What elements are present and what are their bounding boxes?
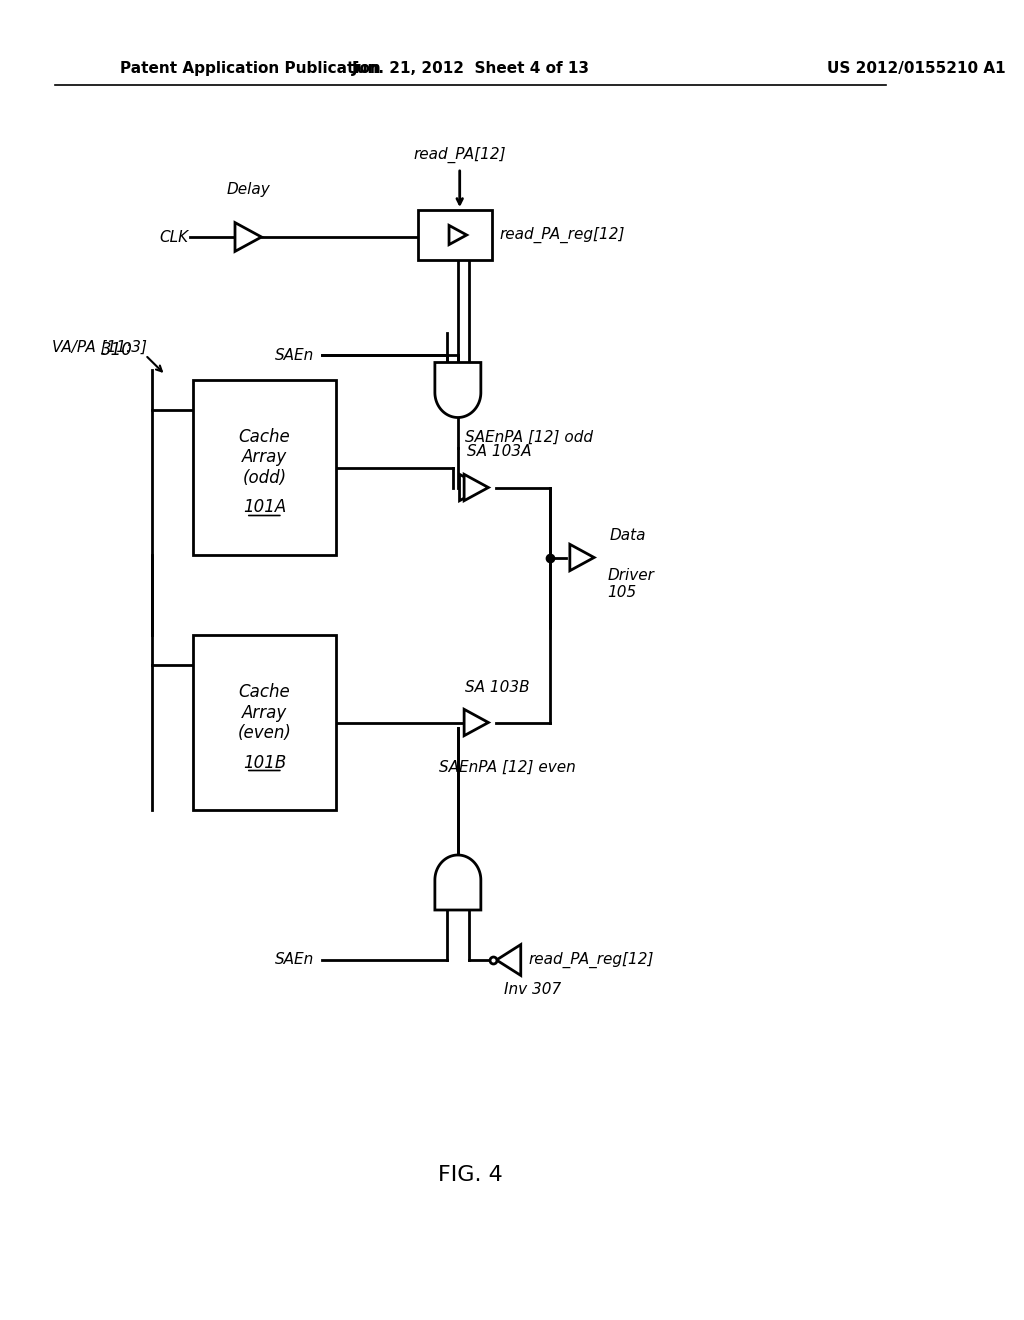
Text: SA 103A: SA 103A	[467, 445, 531, 459]
Text: Driver
105: Driver 105	[607, 568, 654, 599]
Bar	[194, 635, 336, 810]
Text: SAEnPA [12] odd: SAEnPA [12] odd	[465, 430, 593, 445]
Text: SAEnPA [12] even: SAEnPA [12] even	[439, 760, 577, 775]
Polygon shape	[435, 855, 481, 909]
Text: VA/PA [11:3]: VA/PA [11:3]	[52, 341, 147, 355]
Polygon shape	[464, 709, 488, 735]
Text: SA 103B: SA 103B	[465, 680, 529, 694]
Text: Inv 307: Inv 307	[504, 982, 561, 997]
Text: SAEn: SAEn	[275, 347, 314, 363]
Text: 101A: 101A	[243, 499, 286, 516]
Text: 101B: 101B	[243, 754, 286, 771]
Polygon shape	[450, 226, 467, 244]
Polygon shape	[234, 223, 261, 251]
Text: 310: 310	[101, 341, 133, 359]
Text: FIG. 4: FIG. 4	[438, 1166, 503, 1185]
Text: US 2012/0155210 A1: US 2012/0155210 A1	[827, 61, 1007, 75]
Text: read_PA_reg[12]: read_PA_reg[12]	[528, 952, 653, 968]
Text: read_PA[12]: read_PA[12]	[414, 147, 506, 162]
Text: Data: Data	[609, 528, 646, 543]
Text: Patent Application Publication: Patent Application Publication	[120, 61, 380, 75]
Bar	[194, 380, 336, 554]
Text: Jun. 21, 2012  Sheet 4 of 13: Jun. 21, 2012 Sheet 4 of 13	[351, 61, 590, 75]
Polygon shape	[435, 363, 481, 417]
Polygon shape	[464, 474, 488, 500]
Text: Cache
Array
(even): Cache Array (even)	[238, 682, 291, 742]
Text: CLK: CLK	[160, 230, 188, 244]
Polygon shape	[460, 474, 483, 500]
Text: SAEn: SAEn	[275, 953, 314, 968]
Text: read_PA_reg[12]: read_PA_reg[12]	[500, 227, 625, 243]
Polygon shape	[497, 945, 521, 975]
Polygon shape	[569, 544, 594, 570]
Bar	[419, 210, 492, 260]
Text: Delay: Delay	[226, 182, 270, 197]
Text: Cache
Array
(odd): Cache Array (odd)	[239, 428, 290, 487]
